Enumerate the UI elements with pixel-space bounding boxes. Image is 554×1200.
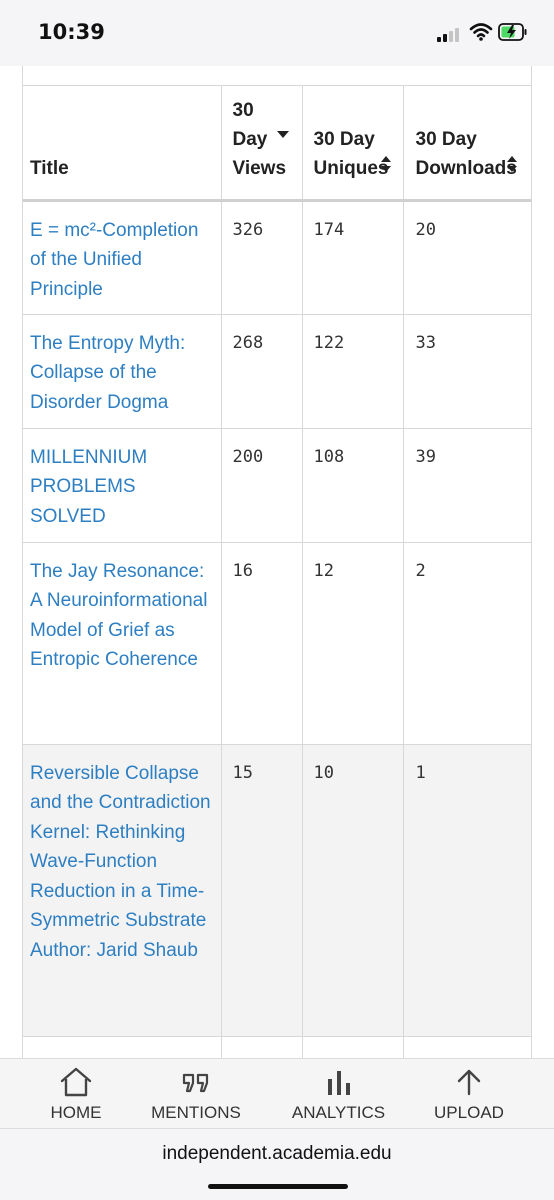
paper-title-link[interactable]: The Jay Resonance: A Neuroinformational … <box>23 542 221 744</box>
paper-title-link[interactable]: MILLENNIUM PROBLEMS SOLVED <box>23 428 221 542</box>
nav-analytics[interactable]: ANALYTICS <box>282 1059 395 1129</box>
nav-upload-label: UPLOAD <box>424 1103 514 1123</box>
column-header-uniques[interactable]: 30 Day Uniques <box>302 86 403 200</box>
status-bar: 10:39 <box>0 0 554 66</box>
table-row: E = mc²-Completion of the Unified Princi… <box>23 200 531 314</box>
header-uniques-label: 30 Day Uniques <box>314 125 390 183</box>
views-cell: 16 <box>221 542 302 744</box>
table-top-spacer <box>23 66 531 86</box>
uniques-cell: 122 <box>302 314 403 428</box>
partial-cell <box>403 1036 531 1058</box>
header-downloads-label: 30 Day Downloads <box>416 125 516 183</box>
sort-unsorted-icon <box>381 156 391 172</box>
upload-arrow-icon <box>454 1067 484 1097</box>
views-cell: 326 <box>221 200 302 314</box>
paper-title-link[interactable]: Reversible Collapse and the Contradictio… <box>23 744 221 1036</box>
table-header-row: Title 30 Day Views 30 Day Uniques <box>23 86 531 200</box>
wifi-icon <box>469 22 493 42</box>
table-row: Reversible Collapse and the Contradictio… <box>23 744 531 1036</box>
views-cell: 200 <box>221 428 302 542</box>
downloads-cell: 20 <box>403 200 531 314</box>
analytics-table: Title 30 Day Views 30 Day Uniques <box>23 86 531 1058</box>
table-frame: Title 30 Day Views 30 Day Uniques <box>22 66 532 1058</box>
paper-title-link[interactable]: The Entropy Myth: Collapse of the Disord… <box>23 314 221 428</box>
cellular-signal-icon <box>437 27 463 42</box>
uniques-cell: 10 <box>302 744 403 1036</box>
table-row: The Jay Resonance: A Neuroinformational … <box>23 542 531 744</box>
browser-address-bar[interactable]: independent.academia.edu <box>0 1128 554 1200</box>
partial-cell <box>302 1036 403 1058</box>
nav-analytics-label: ANALYTICS <box>282 1103 395 1123</box>
downloads-cell: 33 <box>403 314 531 428</box>
partial-cell <box>23 1036 221 1058</box>
uniques-cell: 108 <box>302 428 403 542</box>
sort-descending-icon <box>277 131 289 139</box>
nav-upload[interactable]: UPLOAD <box>424 1059 514 1129</box>
header-views-label: 30 Day Views <box>233 96 291 183</box>
bottom-navigation: HOME MENTIONS ANALYTICS UPLOAD <box>0 1058 554 1128</box>
status-time: 10:39 <box>38 20 105 44</box>
nav-home-label: HOME <box>26 1103 126 1123</box>
nav-mentions[interactable]: MENTIONS <box>141 1059 251 1129</box>
nav-home[interactable]: HOME <box>26 1059 126 1129</box>
analytics-table-scroll-area[interactable]: Title 30 Day Views 30 Day Uniques <box>0 66 554 1058</box>
bar-chart-icon <box>324 1067 354 1097</box>
downloads-cell: 1 <box>403 744 531 1036</box>
battery-charging-icon <box>498 22 528 42</box>
paper-title-link[interactable]: E = mc²-Completion of the Unified Princi… <box>23 200 221 314</box>
nav-mentions-label: MENTIONS <box>141 1103 251 1123</box>
table-row: MILLENNIUM PROBLEMS SOLVED 200 108 39 <box>23 428 531 542</box>
downloads-cell: 2 <box>403 542 531 744</box>
column-header-title[interactable]: Title <box>23 86 221 200</box>
header-title-label: Title <box>30 158 69 179</box>
uniques-cell: 174 <box>302 200 403 314</box>
downloads-cell: 39 <box>403 428 531 542</box>
sort-unsorted-icon <box>507 156 517 172</box>
url-text[interactable]: independent.academia.edu <box>0 1143 554 1165</box>
column-header-downloads[interactable]: 30 Day Downloads <box>403 86 531 200</box>
home-icon <box>59 1067 93 1097</box>
views-cell: 15 <box>221 744 302 1036</box>
table-row-partial <box>23 1036 531 1058</box>
home-indicator[interactable] <box>208 1184 348 1189</box>
uniques-cell: 12 <box>302 542 403 744</box>
views-cell: 268 <box>221 314 302 428</box>
column-header-views[interactable]: 30 Day Views <box>221 86 302 200</box>
table-row: The Entropy Myth: Collapse of the Disord… <box>23 314 531 428</box>
quote-icon <box>181 1067 211 1097</box>
partial-cell <box>221 1036 302 1058</box>
